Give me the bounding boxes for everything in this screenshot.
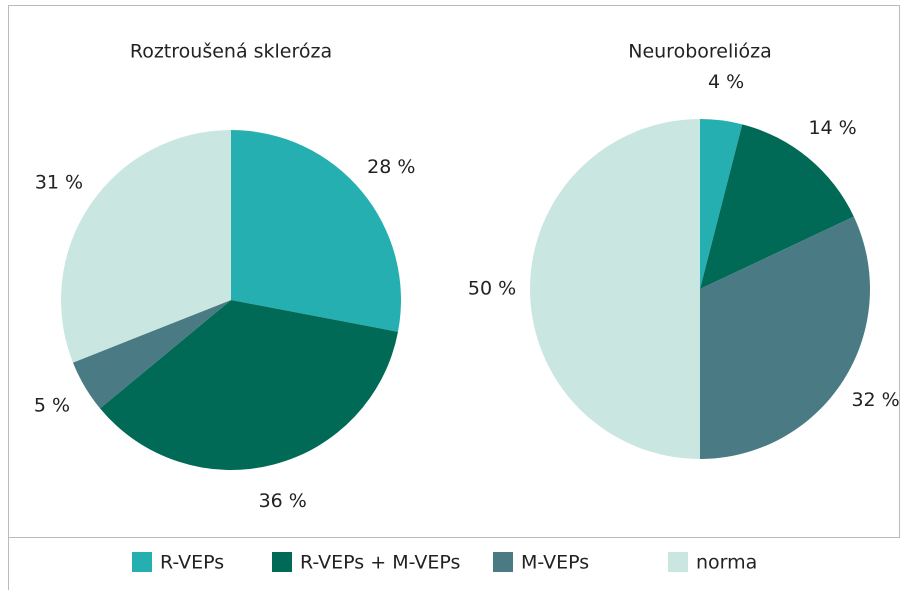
chart-title: Roztroušená skleróza — [130, 41, 332, 63]
legend-label: norma — [696, 552, 757, 574]
data-label: 32 % — [851, 389, 899, 411]
legend-label: R-VEPs + M-VEPs — [300, 552, 460, 574]
pie-slice — [100, 300, 398, 470]
pie-slice — [231, 130, 401, 332]
pie-slice — [61, 130, 231, 363]
data-label: 4 % — [708, 71, 744, 93]
legend-swatch — [272, 552, 292, 572]
legend-label: M-VEPs — [521, 552, 589, 574]
data-label: 36 % — [259, 490, 307, 512]
data-label: 50 % — [468, 278, 516, 300]
data-label: 14 % — [808, 117, 856, 139]
legend-swatch — [668, 552, 688, 572]
frame — [8, 5, 900, 538]
legend-swatch — [132, 552, 152, 572]
pie-slice — [700, 119, 743, 289]
data-label: 28 % — [367, 156, 415, 178]
pie-slice — [72, 300, 232, 409]
data-label: 31 % — [35, 172, 83, 194]
chart-title: Neuroborelióza — [628, 41, 772, 63]
pie-slice — [700, 124, 854, 289]
legend-swatch — [493, 552, 513, 572]
pie-slice — [700, 216, 871, 459]
pie-slice — [530, 119, 700, 459]
legend-label: R-VEPs — [160, 552, 224, 574]
data-label: 5 % — [34, 394, 70, 416]
